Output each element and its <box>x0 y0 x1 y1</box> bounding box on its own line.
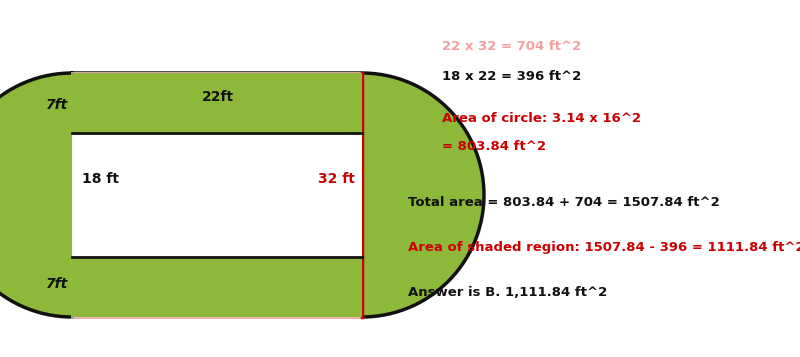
Text: Total area = 803.84 + 704 = 1507.84 ft^2: Total area = 803.84 + 704 = 1507.84 ft^2 <box>408 196 720 208</box>
Text: 18 ft: 18 ft <box>82 172 119 186</box>
Text: 7ft: 7ft <box>46 98 68 112</box>
Text: 18 x 22 = 396 ft^2: 18 x 22 = 396 ft^2 <box>442 70 582 84</box>
Text: Area of circle: 3.14 x 16^2: Area of circle: 3.14 x 16^2 <box>442 112 641 126</box>
Text: = 803.84 ft^2: = 803.84 ft^2 <box>442 141 546 154</box>
Text: 7ft: 7ft <box>46 277 68 291</box>
Text: 22 x 32 = 704 ft^2: 22 x 32 = 704 ft^2 <box>442 40 582 54</box>
Bar <box>72 73 362 317</box>
Bar <box>72 73 362 133</box>
Text: 32 ft: 32 ft <box>318 172 355 186</box>
Polygon shape <box>0 73 484 317</box>
Text: 22ft: 22ft <box>202 90 234 104</box>
Bar <box>72 257 362 317</box>
Bar <box>72 133 362 257</box>
Text: Answer is B. 1,111.84 ft^2: Answer is B. 1,111.84 ft^2 <box>408 286 607 298</box>
Text: Area of shaded region: 1507.84 - 396 = 1111.84 ft^2: Area of shaded region: 1507.84 - 396 = 1… <box>408 241 800 253</box>
